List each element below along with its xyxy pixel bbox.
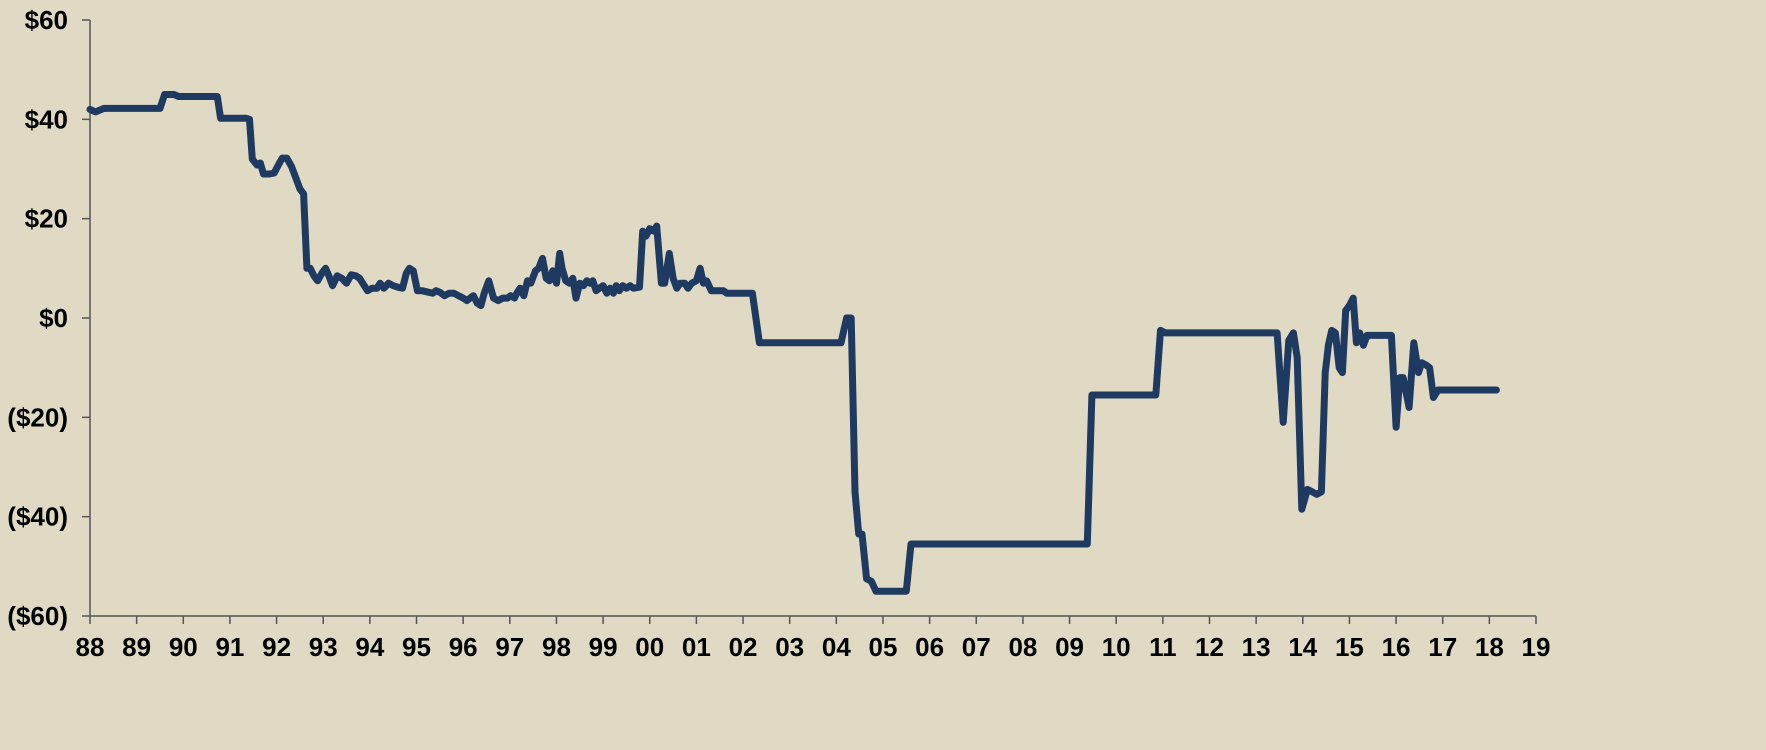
x-tick-label: 12 — [1195, 632, 1224, 662]
x-tick-label: 98 — [542, 632, 571, 662]
y-tick-label: $20 — [25, 204, 68, 234]
x-tick-label: 16 — [1382, 632, 1411, 662]
x-tick-label: 93 — [309, 632, 338, 662]
x-tick-label: 95 — [402, 632, 431, 662]
y-tick-label: ($60) — [7, 601, 68, 631]
x-tick-label: 02 — [729, 632, 758, 662]
x-tick-label: 19 — [1522, 632, 1551, 662]
x-tick-label: 05 — [869, 632, 898, 662]
x-tick-label: 00 — [635, 632, 664, 662]
x-tick-label: 99 — [589, 632, 618, 662]
x-tick-label: 10 — [1102, 632, 1131, 662]
x-tick-label: 08 — [1008, 632, 1037, 662]
series-line — [86, 91, 1500, 595]
x-tick-label: 07 — [962, 632, 991, 662]
x-tick-label: 96 — [449, 632, 478, 662]
y-axis: $60 $40 $20 $0 ($20) ($40) ($60) — [7, 5, 91, 631]
x-tick-label: 09 — [1055, 632, 1084, 662]
x-tick-label: 92 — [262, 632, 291, 662]
x-tick-label: 90 — [169, 632, 198, 662]
x-tick-label: 94 — [355, 632, 384, 662]
x-axis: 88 89 90 91 92 93 94 95 96 97 98 99 00 01 02 03 04 05 06 07… — [76, 615, 1551, 662]
x-tick-label: 14 — [1288, 632, 1317, 662]
y-tick-label: $40 — [25, 104, 68, 134]
x-tick-label: 11 — [1149, 632, 1177, 662]
y-tick-label: $60 — [25, 5, 68, 35]
x-tick-label: 89 — [122, 632, 151, 662]
x-tick-label: 06 — [915, 632, 944, 662]
x-tick-label: 03 — [775, 632, 804, 662]
x-tick-label: 88 — [76, 632, 105, 662]
x-tick-label: 17 — [1428, 632, 1457, 662]
y-tick-label: ($40) — [7, 502, 68, 532]
x-tick-label: 01 — [682, 632, 711, 662]
x-tick-label: 04 — [822, 632, 851, 662]
y-tick-label: ($20) — [7, 402, 68, 432]
x-tick-label: 15 — [1335, 632, 1364, 662]
y-tick-label: $0 — [39, 303, 68, 333]
x-tick-label: 97 — [495, 632, 524, 662]
x-tick-label: 13 — [1242, 632, 1271, 662]
series-group — [86, 91, 1500, 595]
x-tick-label: 18 — [1475, 632, 1504, 662]
x-tick-label: 91 — [215, 632, 244, 662]
